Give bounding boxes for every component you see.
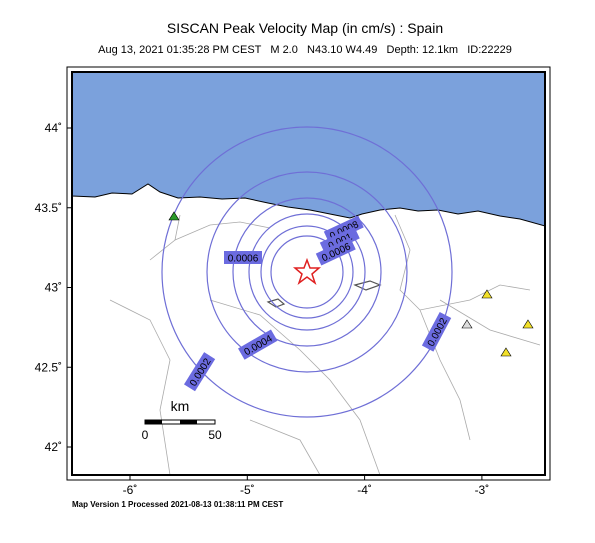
footer: Map Version 1 Processed 2021-08-13 01:38… <box>72 500 283 509</box>
contour-label-text: 0.0006 <box>228 254 259 265</box>
frame <box>71 71 546 476</box>
contour-label-box <box>315 237 356 266</box>
borders <box>109 214 541 476</box>
ticks: 44˚ 43.5˚ 43˚ 42.5˚ 42˚ -6˚ -5˚ -4˚ -3˚ <box>35 121 490 497</box>
contours <box>161 126 453 418</box>
lat-label: 44˚ <box>45 121 62 135</box>
contour-label-box <box>238 329 278 360</box>
contour-label-box <box>421 311 452 352</box>
stations <box>168 211 534 357</box>
title: SISCAN Peak Velocity Map (in cm/s) : Spa… <box>167 20 443 36</box>
lon-label: -6˚ <box>123 483 138 497</box>
contour-label-box <box>183 352 216 392</box>
subtitle: Aug 13, 2021 01:35:28 PM CEST M 2.0 N43.… <box>98 44 512 56</box>
sea <box>71 71 546 227</box>
epicenter <box>292 257 322 286</box>
lat-label: 43˚ <box>45 281 62 295</box>
scale-end: 50 <box>208 428 222 442</box>
map: 0.00060.00080.0010.00060.00040.00020.000… <box>66 66 551 481</box>
scale-bar: km 0 50 <box>142 398 222 442</box>
lat-label: 43.5˚ <box>35 201 62 215</box>
scale-start: 0 <box>142 428 149 442</box>
outer-frame <box>66 66 551 481</box>
lat-label: 42.5˚ <box>35 360 62 374</box>
lon-label: -3˚ <box>475 483 490 497</box>
lat-label: 42˚ <box>45 440 62 454</box>
lon-label: -4˚ <box>357 483 372 497</box>
contour-label: 0.0006 <box>224 251 262 265</box>
scale-unit: km <box>171 398 190 414</box>
lon-label: -5˚ <box>240 483 255 497</box>
contour-label-box <box>224 251 262 264</box>
